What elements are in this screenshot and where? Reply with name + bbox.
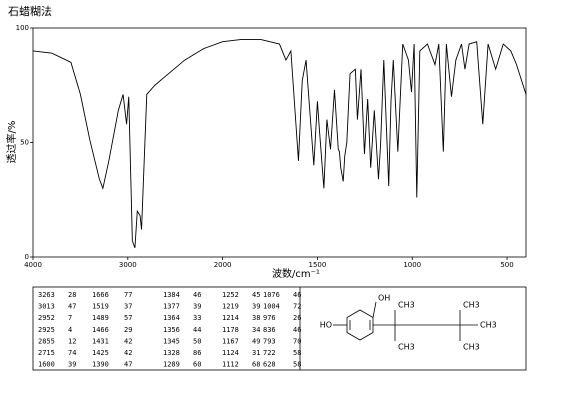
peak-transmittance: 49	[252, 337, 260, 345]
peak-transmittance: 50	[193, 337, 201, 345]
benzene-ring	[346, 309, 374, 341]
peak-wavenumber: 1076	[263, 291, 280, 299]
peak-transmittance: 39	[193, 303, 201, 311]
x-tick-label: 4000	[24, 261, 42, 269]
peak-transmittance: 46	[293, 291, 301, 299]
peak-wavenumber: 976	[263, 314, 276, 322]
peak-wavenumber: 3013	[38, 303, 55, 311]
peak-wavenumber: 793	[263, 337, 276, 345]
peak-wavenumber: 1252	[222, 291, 239, 299]
peak-transmittance: 70	[293, 337, 301, 345]
peak-transmittance: 47	[124, 361, 132, 369]
peak-transmittance: 58	[293, 361, 301, 369]
structure-label: CH3	[398, 343, 415, 352]
peak-transmittance: 39	[252, 303, 260, 311]
peak-transmittance: 33	[193, 314, 201, 322]
page-title: 石蜡糊法	[8, 4, 52, 18]
peak-transmittance: 31	[252, 349, 260, 357]
peak-transmittance: 38	[252, 314, 260, 322]
peak-transmittance: 4	[68, 326, 72, 334]
peak-transmittance: 44	[193, 326, 201, 334]
y-tick-label: 100	[16, 24, 29, 32]
peak-transmittance: 58	[293, 349, 301, 357]
table-frame	[32, 286, 527, 371]
structure-drawing	[333, 301, 478, 341]
x-tick-label: 500	[500, 261, 513, 269]
peak-wavenumber: 628	[263, 361, 276, 369]
structure-label: HO	[320, 321, 332, 330]
peak-wavenumber: 1178	[222, 326, 239, 334]
peak-wavenumber: 1328	[163, 349, 180, 357]
peak-wavenumber: 1004	[263, 303, 280, 311]
peak-wavenumber: 1431	[92, 337, 109, 345]
peak-transmittance: 37	[124, 303, 132, 311]
peak-transmittance: 7	[68, 314, 72, 322]
peak-wavenumber: 1519	[92, 303, 109, 311]
peak-transmittance: 34	[252, 326, 260, 334]
peak-wavenumber: 1390	[92, 361, 109, 369]
peak-wavenumber: 2952	[38, 314, 55, 322]
x-tick-label: 2000	[214, 261, 232, 269]
structure-label: CH3	[398, 301, 415, 310]
peak-wavenumber: 1219	[222, 303, 239, 311]
structure-label: CH3	[463, 301, 480, 310]
peak-wavenumber: 836	[263, 326, 276, 334]
x-tick-label: 1000	[403, 261, 421, 269]
peak-wavenumber: 1214	[222, 314, 239, 322]
peak-wavenumber: 2715	[38, 349, 55, 357]
peak-transmittance: 46	[293, 326, 301, 334]
peak-wavenumber: 1489	[92, 314, 109, 322]
peak-transmittance: 77	[124, 291, 132, 299]
peak-transmittance: 46	[193, 291, 201, 299]
peak-transmittance: 86	[193, 349, 201, 357]
peak-wavenumber: 2925	[38, 326, 55, 334]
peak-wavenumber: 1289	[163, 361, 180, 369]
peak-wavenumber: 1167	[222, 337, 239, 345]
peak-transmittance: 74	[68, 349, 76, 357]
peak-transmittance: 42	[124, 349, 132, 357]
peak-transmittance: 68	[252, 361, 260, 369]
peak-transmittance: 28	[68, 291, 76, 299]
peak-transmittance: 42	[124, 337, 132, 345]
peak-transmittance: 60	[193, 361, 201, 369]
structure-label: CH3	[480, 321, 497, 330]
peak-transmittance: 72	[293, 303, 301, 311]
x-axis-label: 波数/cm⁻¹	[272, 267, 320, 280]
peak-transmittance: 29	[124, 326, 132, 334]
peak-wavenumber: 2855	[38, 337, 55, 345]
peak-transmittance: 26	[293, 314, 301, 322]
peak-wavenumber: 1124	[222, 349, 239, 357]
peak-transmittance: 47	[68, 303, 76, 311]
peak-transmittance: 12	[68, 337, 76, 345]
peak-wavenumber: 1600	[38, 361, 55, 369]
y-tick-label: 50	[20, 139, 29, 147]
peak-wavenumber: 1425	[92, 349, 109, 357]
x-tick-label: 1500	[309, 261, 327, 269]
x-tick-label: 3000	[119, 261, 137, 269]
peak-wavenumber: 1384	[163, 291, 180, 299]
plot-frame	[32, 27, 527, 258]
structure-label: OH	[378, 294, 390, 303]
peak-wavenumber: 722	[263, 349, 276, 357]
peak-wavenumber: 1377	[163, 303, 180, 311]
y-axis-label: 透过率/%	[5, 121, 18, 164]
peak-wavenumber: 1345	[163, 337, 180, 345]
peak-transmittance: 57	[124, 314, 132, 322]
peak-transmittance: 39	[68, 361, 76, 369]
peak-transmittance: 45	[252, 291, 260, 299]
peak-wavenumber: 1356	[163, 326, 180, 334]
spectrum-line	[32, 39, 527, 248]
structure-label: CH3	[463, 343, 480, 352]
peak-wavenumber: 1666	[92, 291, 109, 299]
peak-wavenumber: 1364	[163, 314, 180, 322]
y-tick-label: 0	[25, 253, 29, 261]
peak-wavenumber: 1112	[222, 361, 239, 369]
peak-wavenumber: 1466	[92, 326, 109, 334]
bond	[372, 301, 377, 318]
peak-wavenumber: 3263	[38, 291, 55, 299]
